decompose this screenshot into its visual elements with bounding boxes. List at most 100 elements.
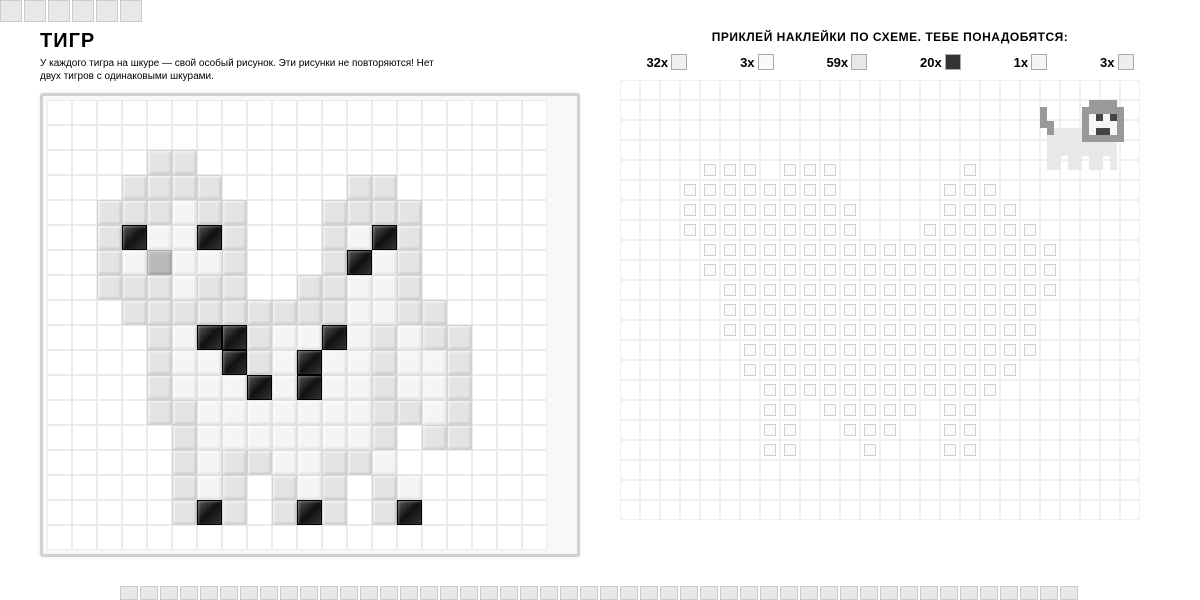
schema-cell: [680, 240, 700, 260]
tiger-cell: [447, 325, 472, 350]
schema-cell: [640, 340, 660, 360]
schema-cell: [900, 240, 920, 260]
schema-cell: [1060, 300, 1080, 320]
schema-cell: [940, 80, 960, 100]
schema-cell: [620, 360, 640, 380]
schema-cell: [740, 500, 760, 520]
tiger-cell: [247, 200, 272, 225]
schema-cell: [640, 300, 660, 320]
schema-cell: [1080, 260, 1100, 280]
schema-cell: [860, 80, 880, 100]
tiger-cell: [172, 275, 197, 300]
tiger-cell: [197, 525, 222, 550]
tiger-cell: [397, 225, 422, 250]
schema-cell: [940, 500, 960, 520]
tiger-grid: [47, 100, 573, 550]
schema-cell: [880, 460, 900, 480]
tiger-cell: [422, 300, 447, 325]
schema-cell: [660, 100, 680, 120]
schema-cell: [800, 80, 820, 100]
tiger-cell: [147, 400, 172, 425]
schema-cell: [1100, 500, 1120, 520]
tiger-cell: [347, 500, 372, 525]
tiger-cell: [322, 200, 347, 225]
tiger-cell: [447, 350, 472, 375]
tiger-cell: [347, 300, 372, 325]
schema-cell: [640, 280, 660, 300]
schema-cell: [660, 440, 680, 460]
schema-cell: [920, 240, 940, 260]
schema-cell: [640, 260, 660, 280]
schema-cell: [700, 160, 720, 180]
schema-cell: [700, 120, 720, 140]
schema-cell: [1080, 180, 1100, 200]
tiger-cell: [522, 225, 547, 250]
tiger-cell: [72, 225, 97, 250]
sticker-legend: 32x3x59x20x1x3x: [620, 54, 1160, 70]
schema-cell: [640, 140, 660, 160]
tiger-cell: [122, 125, 147, 150]
tiger-cell: [422, 425, 447, 450]
tiger-cell: [522, 100, 547, 125]
schema-cell: [960, 480, 980, 500]
tiger-cell: [322, 100, 347, 125]
schema-cell: [980, 240, 1000, 260]
tiger-cell: [522, 150, 547, 175]
schema-cell: [800, 340, 820, 360]
tiger-cell: [172, 125, 197, 150]
tiger-cell: [347, 400, 372, 425]
schema-cell: [920, 360, 940, 380]
schema-cell: [860, 220, 880, 240]
schema-cell: [1040, 240, 1060, 260]
tiger-cell: [97, 425, 122, 450]
schema-cell: [820, 340, 840, 360]
schema-cell: [860, 340, 880, 360]
tiger-cell: [97, 175, 122, 200]
schema-cell: [840, 240, 860, 260]
schema-cell: [1020, 240, 1040, 260]
schema-cell: [880, 180, 900, 200]
schema-cell: [980, 260, 1000, 280]
schema-cell: [980, 500, 1000, 520]
tiger-cell: [222, 425, 247, 450]
tiger-cell: [172, 450, 197, 475]
schema-cell: [620, 440, 640, 460]
schema-cell: [700, 380, 720, 400]
schema-cell: [980, 200, 1000, 220]
schema-cell: [660, 200, 680, 220]
schema-cell: [1000, 360, 1020, 380]
schema-cell: [840, 420, 860, 440]
schema-cell: [800, 300, 820, 320]
schema-cell: [880, 400, 900, 420]
schema-cell: [1120, 260, 1140, 280]
schema-cell: [1000, 120, 1020, 140]
tiger-cell: [222, 300, 247, 325]
tiger-cell: [347, 150, 372, 175]
schema-cell: [1100, 180, 1120, 200]
schema-cell: [640, 120, 660, 140]
schema-cell: [1000, 180, 1020, 200]
tiger-cell: [372, 400, 397, 425]
schema-cell: [620, 220, 640, 240]
schema-cell: [700, 140, 720, 160]
schema-cell: [1020, 180, 1040, 200]
schema-cell: [880, 380, 900, 400]
tiger-cell: [497, 100, 522, 125]
schema-cell: [1020, 380, 1040, 400]
schema-cell: [760, 440, 780, 460]
schema-cell: [900, 120, 920, 140]
schema-cell: [760, 340, 780, 360]
schema-cell: [780, 300, 800, 320]
tiger-cell: [297, 200, 322, 225]
tiger-cell: [122, 225, 147, 250]
tiger-cell: [147, 425, 172, 450]
tiger-cell: [247, 150, 272, 175]
schema-cell: [860, 100, 880, 120]
schema-cell: [1120, 340, 1140, 360]
tiger-cell: [372, 300, 397, 325]
tiger-cell: [122, 500, 147, 525]
schema-cell: [900, 260, 920, 280]
schema-cell: [640, 100, 660, 120]
tiger-cell: [122, 450, 147, 475]
schema-cell: [1020, 480, 1040, 500]
